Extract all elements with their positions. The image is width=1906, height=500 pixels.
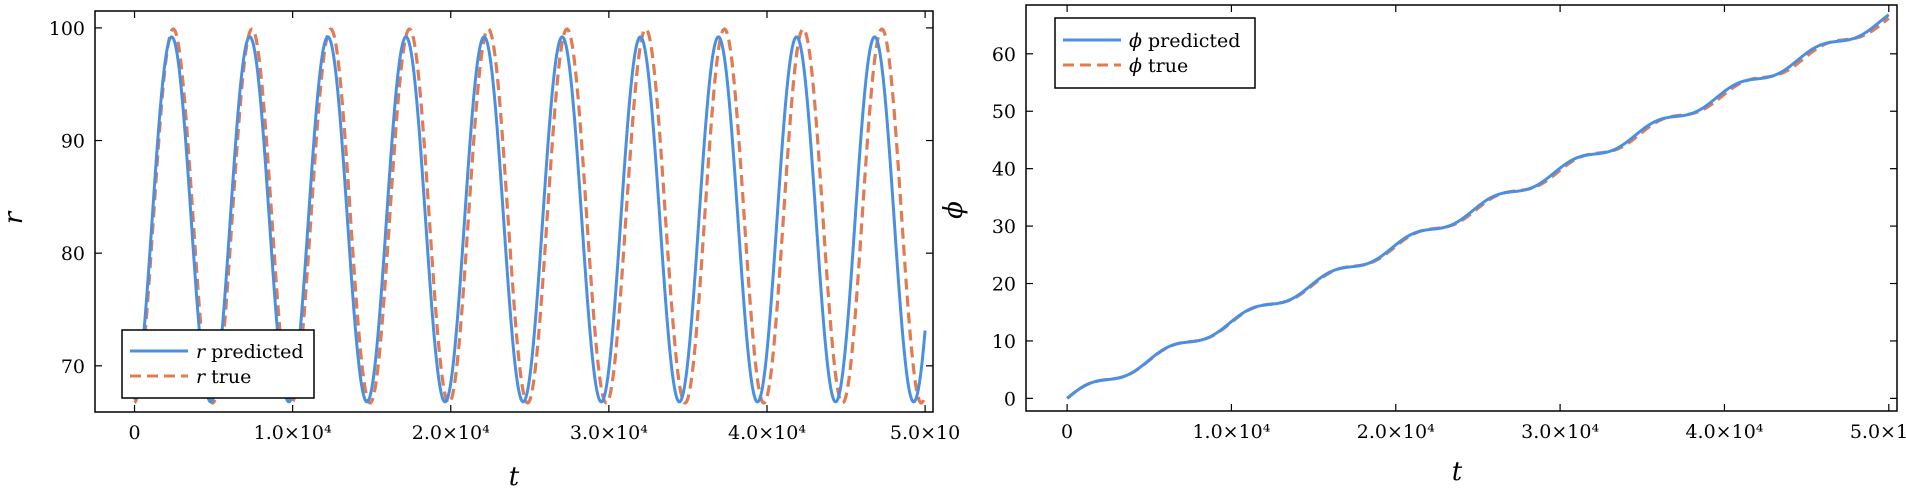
legend-phi-true-label: ϕ true [1129, 55, 1188, 77]
r-ytick-label-2: 90 [61, 131, 85, 153]
phi-ytick-label-0: 0 [1004, 388, 1016, 410]
r-ytick-label-0: 70 [61, 356, 85, 378]
r-xtick-label-1: 1.0×10⁴ [254, 422, 332, 444]
chart-r: 0 1.0×10⁴ 2.0×10⁴ 3.0×10⁴ 4.0×10⁴ 5.0×10 70 80 9… [0, 10, 960, 492]
legend-r-true-label: r true [196, 366, 251, 388]
r-xtick-label-0: 0 [128, 422, 140, 444]
ticks-r: 0 1.0×10⁴ 2.0×10⁴ 3.0×10⁴ 4.0×10⁴ 5.0×10 70 80 9… [49, 11, 960, 444]
phi-xtick-label-0: 0 [1061, 421, 1073, 443]
series-phi [1066, 13, 1890, 400]
r-xtick-label-4: 4.0×10⁴ [728, 422, 806, 444]
phi-ytick-label-3: 30 [992, 216, 1016, 238]
chart-phi: 0 1.0×10⁴ 2.0×10⁴ 3.0×10⁴ 4.0×10⁴ 5.0×10⁴ 0 10 2… [939, 4, 1906, 487]
plot-frame-r [94, 10, 934, 413]
phi-ytick-label-6: 60 [992, 44, 1016, 66]
r-true-line [133, 27, 927, 405]
legend-r: r predicted r true [121, 329, 315, 399]
r-ytick-label-3: 100 [49, 18, 85, 40]
phi-xtick-label-2: 2.0×10⁴ [1357, 421, 1435, 443]
legend-r-predicted-label: r predicted [196, 341, 304, 363]
phi-xtick-label-1: 1.0×10⁴ [1192, 421, 1270, 443]
plot-frame-phi [1025, 4, 1898, 412]
r-xlabel: t [509, 462, 520, 492]
phi-xlabel: t [1452, 457, 1463, 487]
r-ylabel: r [0, 210, 29, 224]
series-r [133, 27, 927, 405]
legend-phi-frame [1054, 17, 1256, 89]
legend-phi-predicted-label: ϕ predicted [1129, 30, 1240, 52]
phi-xtick-label-4: 4.0×10⁴ [1685, 421, 1763, 443]
legend-phi: ϕ predicted ϕ true [1054, 17, 1256, 89]
r-predicted-line [133, 35, 927, 404]
r-xtick-label-2: 2.0×10⁴ [412, 422, 490, 444]
phi-xtick-label-5: 5.0×10⁴ [1850, 421, 1906, 443]
r-xtick-label-3: 3.0×10⁴ [570, 422, 648, 444]
ticks-phi: 0 1.0×10⁴ 2.0×10⁴ 3.0×10⁴ 4.0×10⁴ 5.0×10⁴ 0 10 2… [992, 5, 1906, 443]
phi-ytick-label-4: 40 [992, 159, 1016, 181]
legend-r-frame [121, 329, 315, 399]
r-ytick-label-1: 80 [61, 243, 85, 265]
phi-ylabel: ϕ [939, 201, 969, 219]
phi-xtick-label-3: 3.0×10⁴ [1521, 421, 1599, 443]
r-xtick-label-5: 5.0×10 [890, 422, 960, 444]
phi-ytick-label-1: 10 [992, 331, 1016, 353]
phi-ytick-label-2: 20 [992, 274, 1016, 296]
phi-ytick-label-5: 50 [992, 101, 1016, 123]
phi-predicted-line [1066, 13, 1890, 400]
